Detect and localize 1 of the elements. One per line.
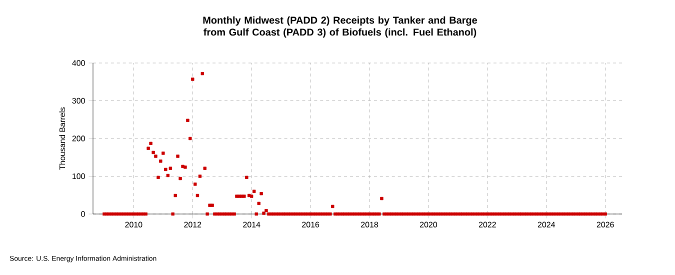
chart-title: Monthly Midwest (PADD 2) Receipts by Tanker and Barge from Gulf Coast (PADD 3) of Biofuels (incl. Fuel Ethanol) <box>203 16 478 38</box>
